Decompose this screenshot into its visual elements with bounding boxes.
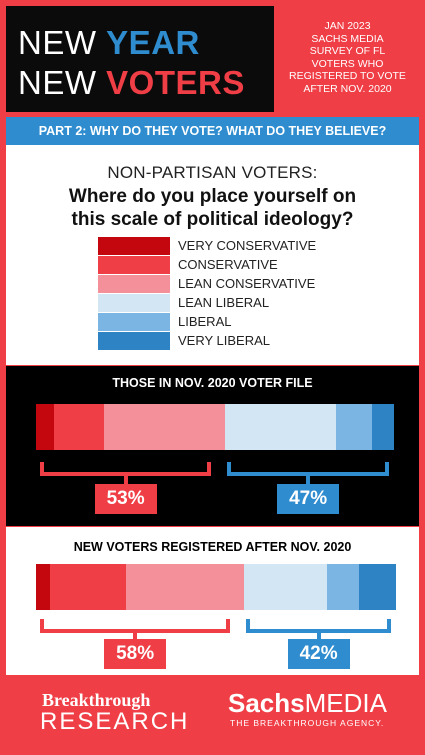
question-title-line-1: Where do you place yourself on [68, 186, 357, 207]
part-banner: PART 2: WHY DO THEY VOTE? WHAT DO THEY B… [6, 117, 419, 145]
bar-segment-very-conservative [36, 404, 55, 450]
stacked-bar [36, 404, 394, 450]
legend-item: VERY CONSERVATIVE [98, 237, 398, 255]
question-title-line-2: this scale of political ideology? [71, 209, 354, 230]
sachs-logo-rest: MEDIA [304, 688, 387, 718]
question-title: Where do you place yourself on this scal… [6, 185, 419, 231]
conservative-percent: 58% [104, 639, 167, 669]
liberal-percent: 47% [277, 484, 340, 514]
sachs-media-logo: SachsMEDIA [228, 688, 387, 719]
legend-swatch [98, 294, 170, 312]
survey-line: JAN 2023 [324, 20, 371, 32]
bracket-stem [123, 476, 128, 488]
sachs-logo-bold: Sachs [228, 688, 305, 718]
survey-line: AFTER NOV. 2020 [303, 82, 392, 95]
conservative-bracket [40, 462, 212, 476]
question-subtitle: NON-PARTISAN VOTERS: [107, 163, 318, 182]
bar-segment-lean-liberal [244, 564, 329, 610]
title-line-2: NEW VOTERS [18, 66, 245, 99]
bracket-stem [316, 633, 321, 643]
legend-label: VERY LIBERAL [178, 333, 271, 348]
legend-item: LEAN LIBERAL [98, 294, 398, 312]
legend-swatch [98, 237, 170, 255]
bracket-stem [133, 633, 138, 643]
title-line-1: NEW YEAR [18, 26, 200, 59]
legend-swatch [98, 256, 170, 274]
stacked-bar [36, 564, 397, 610]
legend-item: LEAN CONSERVATIVE [98, 275, 398, 293]
bar-segment-very-conservative [36, 564, 51, 610]
survey-line: VOTERS WHO [311, 57, 384, 70]
legend-label: CONSERVATIVE [178, 257, 278, 272]
question-panel: NON-PARTISAN VOTERS: Where do you place … [6, 145, 419, 365]
breakthrough-logo-line-1: Breakthrough [42, 690, 151, 710]
legend-label: VERY CONSERVATIVE [178, 238, 317, 253]
survey-line: SURVEY OF FL [309, 45, 386, 57]
title-block: NEW YEAR NEW VOTERS [6, 6, 274, 112]
title-word-new-2: NEW [18, 64, 97, 101]
legend-item: LIBERAL [98, 313, 398, 331]
title-word-voters: VOTERS [106, 64, 245, 101]
legend-swatch [98, 332, 170, 350]
conservative-percent: 53% [94, 484, 157, 514]
survey-line: SACHS MEDIA [311, 32, 384, 45]
legend-swatch [98, 313, 170, 331]
liberal-bracket [246, 619, 391, 633]
liberal-bracket [227, 462, 389, 476]
legend-item: VERY LIBERAL [98, 332, 398, 350]
bar-segment-lean-conservative [103, 404, 226, 450]
bar-segment-conservative [53, 404, 105, 450]
title-word-year: YEAR [106, 24, 200, 61]
bar-segment-very-liberal [371, 404, 394, 450]
survey-info: JAN 2023 SACHS MEDIA SURVEY OF FL VOTERS… [276, 6, 419, 112]
legend-label: LIBERAL [178, 314, 232, 329]
liberal-percent: 42% [287, 639, 350, 669]
bar-segment-lean-conservative [125, 564, 245, 610]
conservative-bracket [40, 619, 231, 633]
legend-label: LEAN LIBERAL [178, 295, 270, 310]
breakthrough-logo-line-2: RESEARCH [40, 708, 190, 735]
bar-segment-conservative [50, 564, 127, 610]
chart-panel-new-voters: NEW VOTERS REGISTERED AFTER NOV. 2020 58… [6, 527, 419, 675]
bar-segment-very-liberal [359, 564, 397, 610]
chart-title: THOSE IN NOV. 2020 VOTER FILE [112, 376, 313, 390]
legend-label: LEAN CONSERVATIVE [178, 276, 316, 291]
title-word-new: NEW [18, 24, 97, 61]
bar-segment-liberal [335, 404, 373, 450]
bar-segment-liberal [326, 564, 360, 610]
sachs-media-tagline: THE BREAKTHROUGH AGENCY. [230, 718, 385, 728]
legend-item: CONSERVATIVE [98, 256, 398, 274]
chart-panel-voter-file: THOSE IN NOV. 2020 VOTER FILE 53% 47% [6, 366, 419, 526]
survey-line: REGISTERED TO VOTE [289, 70, 406, 82]
chart-title: NEW VOTERS REGISTERED AFTER NOV. 2020 [73, 540, 352, 554]
bracket-stem [306, 476, 311, 488]
bar-segment-lean-liberal [225, 404, 338, 450]
legend-swatch [98, 275, 170, 293]
